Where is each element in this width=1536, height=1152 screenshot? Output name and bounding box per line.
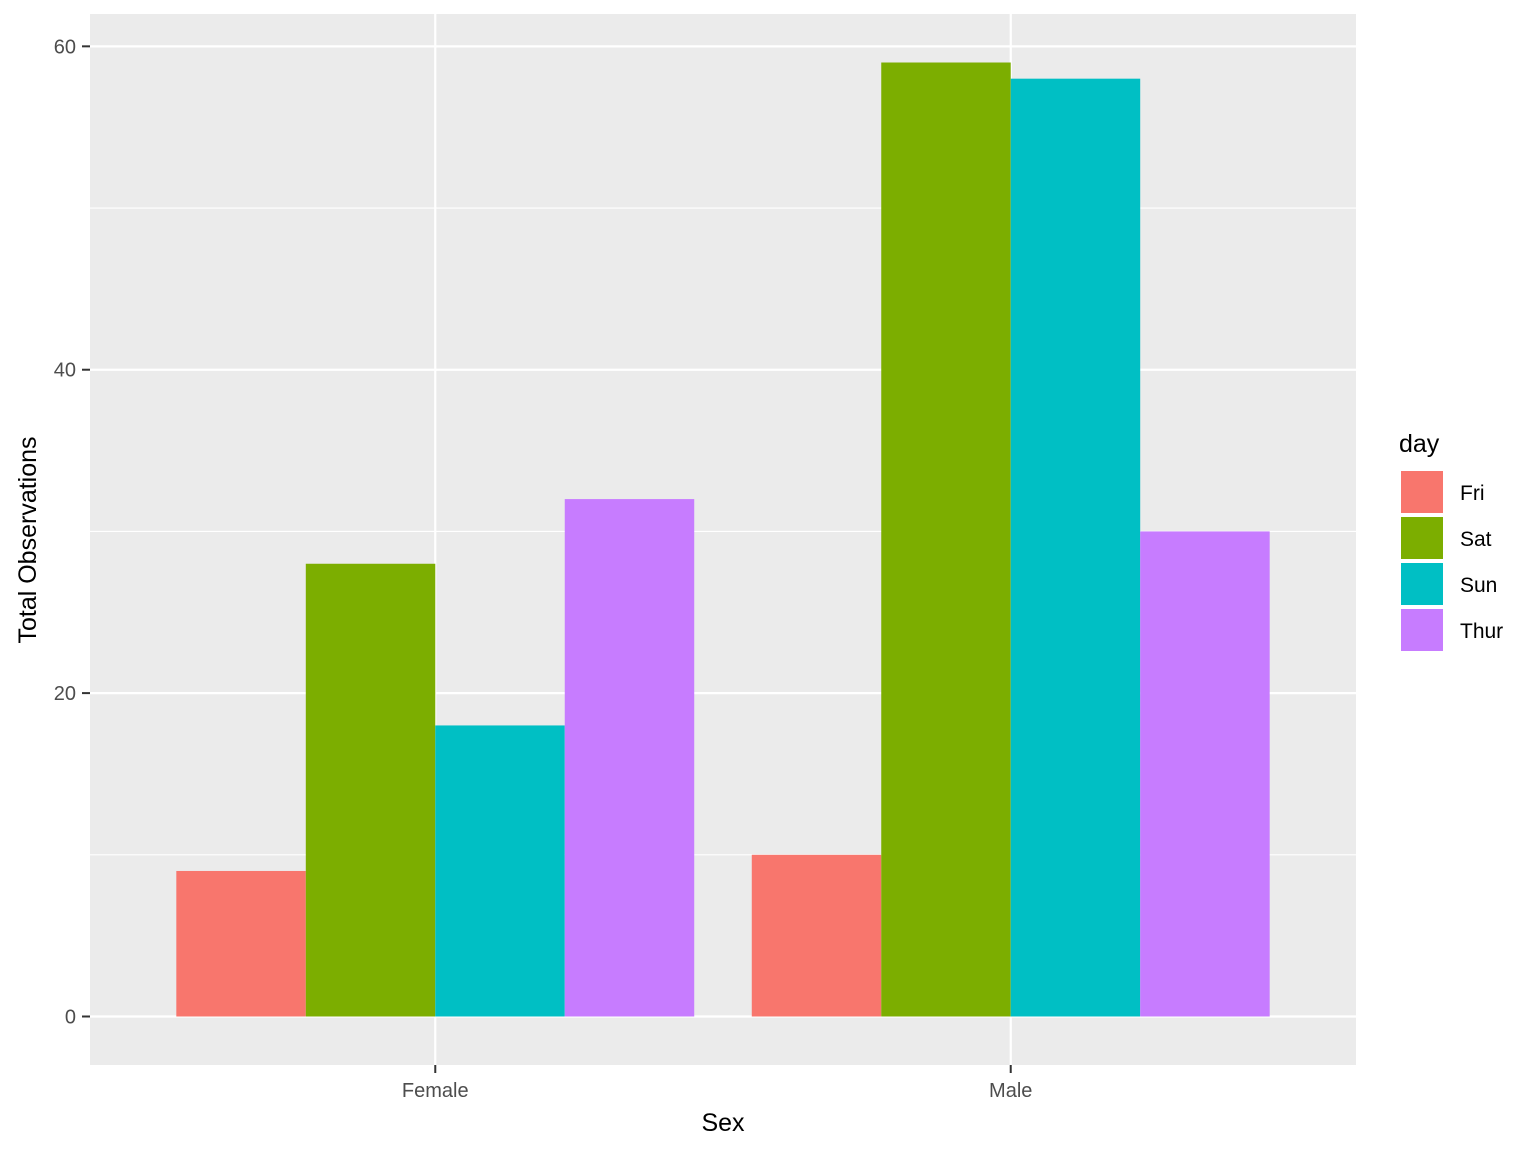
y-tick-label-3: 60 [54,36,76,58]
bar-male-fri [751,854,882,1017]
legend-label-sun: Sun [1460,574,1497,597]
legend-label-thur: Thur [1460,620,1503,643]
x-axis: Female Male [402,1065,1032,1102]
x-tick-label-1: Male [989,1080,1032,1102]
bar-male-sat [881,62,1011,1017]
bar-female-thur [564,499,695,1017]
y-tick-label-0: 0 [65,1006,76,1028]
bar-female-sat [305,563,436,1017]
y-axis-title: Total Observations [14,436,42,643]
bars [176,62,1270,1017]
bar-male-sun [1010,78,1141,1017]
legend-key-sun [1399,561,1445,607]
bar-female-sun [435,725,565,1017]
legend-label-sat: Sat [1460,528,1492,551]
legend-label-fri: Fri [1460,482,1485,505]
y-axis: 0 20 40 60 [54,36,90,1028]
legend: day Fri Sat Sun Thur [1399,430,1503,653]
x-tick-label-0: Female [402,1080,469,1102]
x-axis-title: Sex [701,1109,745,1137]
legend-key-sat [1399,515,1445,561]
legend-key-fri [1399,469,1445,515]
bar-male-thur [1140,531,1270,1017]
y-tick-label-2: 40 [54,360,76,382]
legend-key-thur [1399,607,1445,653]
legend-title: day [1399,430,1440,458]
y-tick-label-1: 20 [54,683,76,705]
bar-female-fri [176,870,306,1017]
